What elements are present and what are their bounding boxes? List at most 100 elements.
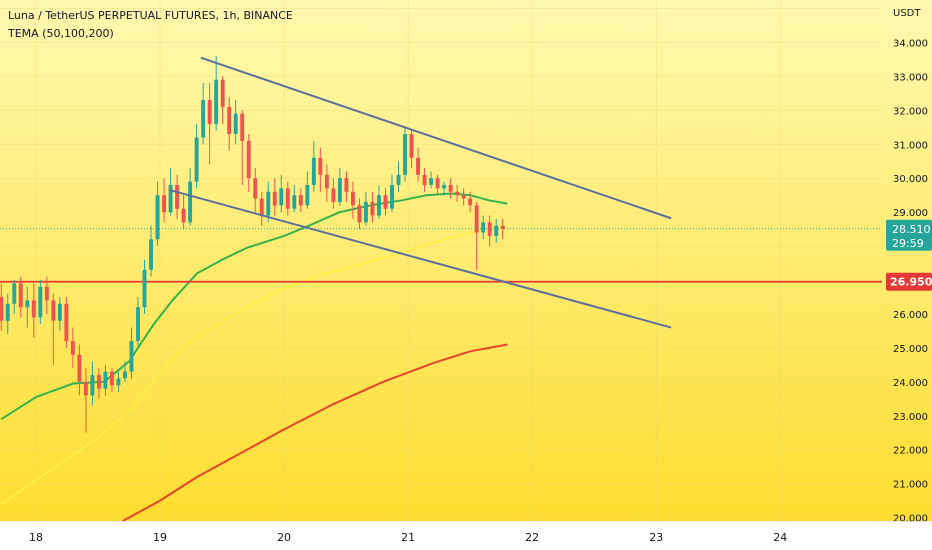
countdown-value: 29:59	[892, 237, 924, 250]
price-tick-label: 22.000	[893, 446, 928, 457]
candle-body	[363, 201, 368, 223]
candle-body	[38, 286, 43, 318]
candle-body	[155, 195, 160, 240]
price-axis-background	[882, 0, 932, 521]
candle-body	[455, 191, 460, 196]
candle-body	[435, 178, 440, 189]
candle-body	[142, 269, 147, 308]
candle-body	[207, 100, 212, 124]
time-axis[interactable]: 18 19 20 21 22 23 24	[0, 521, 882, 550]
time-tick-label: 22	[525, 531, 539, 544]
candle-body	[259, 198, 264, 216]
candle-body	[123, 371, 127, 379]
tema-200-line	[122, 343, 508, 521]
candle-body	[390, 184, 394, 209]
price-plot[interactable]	[0, 0, 882, 521]
candle-body	[18, 283, 23, 308]
candle-body	[220, 79, 225, 107]
candle-body	[57, 303, 62, 321]
candle-body	[90, 375, 95, 396]
candle-body	[481, 222, 486, 233]
hline-price-badge: 26.950	[886, 272, 932, 291]
candle-body	[246, 140, 251, 179]
candle-body	[168, 184, 173, 213]
candle-body	[64, 303, 69, 342]
candle-body	[0, 296, 4, 321]
trend-lines[interactable]	[169, 56, 672, 329]
price-tick-label: 33.000	[893, 72, 928, 83]
candle-body	[201, 100, 206, 138]
candle-body	[272, 191, 277, 206]
candle-body	[44, 286, 49, 301]
price-tick-label: 34.000	[893, 38, 928, 49]
candle-body	[181, 208, 186, 223]
candle-body	[337, 178, 342, 202]
candle-body	[370, 201, 375, 216]
candle-body	[5, 303, 10, 321]
candle-body	[448, 184, 453, 192]
time-tick-label: 21	[401, 531, 415, 544]
last-price-value: 28.510	[892, 223, 931, 236]
plot-background	[0, 0, 882, 521]
time-tick-label: 19	[153, 531, 167, 544]
price-axis[interactable]: 20.000 21.000 22.000 23.000 24.000 25.000 26.0…	[882, 0, 932, 521]
candle-body	[357, 205, 362, 223]
time-ticks: 18 19 20 21 22 23 24	[29, 531, 787, 544]
candle-body	[350, 191, 355, 206]
candle-body	[324, 174, 329, 189]
price-ticks: 20.000 21.000 22.000 23.000 24.000 25.000 26.0…	[893, 38, 928, 521]
candle-body	[292, 195, 297, 209]
hline-price-badge-bg	[886, 272, 932, 291]
candle-body	[383, 195, 388, 209]
candle-body	[83, 381, 88, 396]
candle-body	[409, 134, 414, 158]
candle-body	[77, 354, 82, 382]
candle-body	[188, 181, 193, 223]
candle-body	[116, 378, 121, 386]
candle-body	[487, 222, 492, 236]
candle-body	[25, 300, 30, 308]
price-tick-label: 21.000	[893, 480, 928, 491]
price-tick-label: 20.000	[893, 514, 928, 521]
candle-body	[103, 371, 108, 389]
candle-body	[429, 178, 434, 185]
candle-body	[396, 174, 401, 185]
last-price-badge-bg	[886, 219, 932, 251]
symbol-title: Luna / TetherUS PERPETUAL FUTURES, 1h, B…	[8, 9, 293, 22]
candle-body	[175, 184, 180, 209]
candle-body	[403, 134, 407, 175]
grid	[0, 0, 882, 521]
time-tick-label: 20	[277, 531, 291, 544]
price-tick-label: 26.000	[893, 310, 928, 321]
candle-body	[461, 195, 466, 199]
hline-price-value: 26.950	[890, 276, 932, 289]
price-tick-label: 30.000	[893, 174, 928, 185]
candle-body	[468, 198, 473, 206]
indicator-lines	[0, 192, 882, 521]
price-tick-label: 31.000	[893, 140, 928, 151]
candle-body	[136, 307, 140, 342]
currency-label: USDT	[893, 8, 921, 19]
trend-line-upper[interactable]	[200, 56, 672, 220]
candle-body	[253, 178, 258, 199]
time-tick-label: 24	[773, 531, 787, 544]
candle-body	[318, 157, 323, 175]
candle-body	[31, 300, 36, 318]
trend-line-lower[interactable]	[169, 189, 672, 329]
candle-body	[279, 188, 284, 206]
candle-body	[110, 371, 114, 386]
candle-body	[500, 225, 505, 230]
candle-body	[331, 188, 336, 202]
candle-body	[311, 157, 316, 185]
candle-body	[422, 174, 427, 185]
price-tick-label: 23.000	[893, 412, 928, 423]
price-tick-label: 24.000	[893, 378, 928, 389]
indicator-legend: TEMA (50,100,200)	[8, 27, 114, 40]
candle-body	[266, 191, 271, 216]
candle-body	[96, 375, 101, 389]
candle-body	[51, 300, 56, 321]
candle-body	[240, 113, 245, 141]
